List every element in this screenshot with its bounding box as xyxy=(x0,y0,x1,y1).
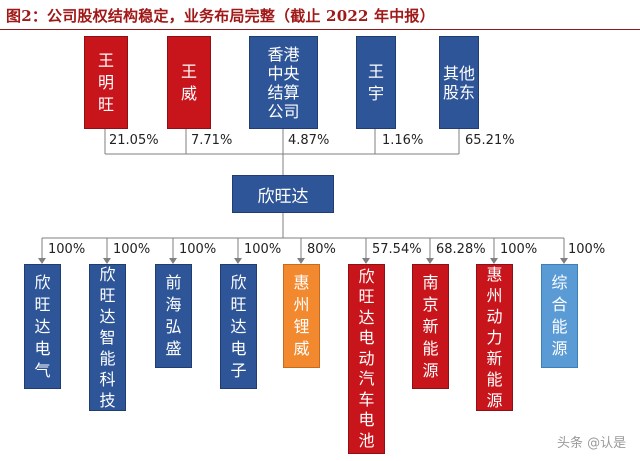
shareholder-name: 王威 xyxy=(181,61,198,103)
subsidiary-percent: 100% xyxy=(48,242,86,257)
subsidiary-percent: 68.28% xyxy=(436,242,486,257)
shareholder-wang-yu: 王宇 xyxy=(356,36,396,129)
subsidiary-qianhai-hongsheng: 前海弘盛 xyxy=(155,264,192,368)
subsidiary-sunwoda-electronics: 欣旺达电子 xyxy=(220,264,257,389)
subsidiary-name: 欣旺达电子 xyxy=(230,272,247,380)
shareholder-percent: 21.05% xyxy=(109,133,159,148)
subsidiary-nanjing-new-energy: 南京新能源 xyxy=(412,264,449,389)
subsidiary-huizhou-power-new-energy: 惠州动力新能源 xyxy=(476,264,513,411)
shareholder-hkscc: 香港中央结算公司 xyxy=(249,36,318,129)
subsidiary-name: 前海弘盛 xyxy=(165,273,182,358)
subsidiary-percent: 100% xyxy=(500,242,538,257)
subsidiary-percent: 100% xyxy=(244,242,282,257)
shareholder-name: 香港中央结算公司 xyxy=(267,44,300,121)
subsidiary-name: 综合能源 xyxy=(551,273,568,358)
subsidiary-sunwoda-electric: 欣旺达电气 xyxy=(24,264,61,389)
subsidiary-name: 欣旺达电气 xyxy=(34,272,51,380)
company-name: 欣旺达 xyxy=(257,186,309,207)
shareholder-name: 王明旺 xyxy=(98,50,115,114)
shareholder-name: 王宇 xyxy=(368,61,385,103)
subsidiary-name: 惠州锂威 xyxy=(293,273,310,358)
subsidiary-sunwoda-intelligent-tech: 欣旺达智能科技 xyxy=(89,264,126,411)
shareholder-wang-mingwang: 王明旺 xyxy=(84,36,128,129)
subsidiary-percent: 100% xyxy=(179,242,217,257)
shareholder-percent: 4.87% xyxy=(288,133,330,148)
subsidiary-name: 惠州动力新能源 xyxy=(486,265,503,410)
figure-title: 图2：公司股权结构稳定，业务布局完整（截止 2022 年中报） xyxy=(6,7,435,25)
subsidiary-name: 南京新能源 xyxy=(422,272,439,380)
watermark: 头条 @认是 xyxy=(557,436,627,451)
shareholder-wang-wei: 王威 xyxy=(167,36,211,129)
subsidiary-integrated-energy: 综合能源 xyxy=(541,264,578,368)
subsidiary-sunwoda-ev-battery: 欣旺达电动汽车电池 xyxy=(348,264,385,454)
subsidiary-huizhou-liwei: 惠州锂威 xyxy=(283,264,320,368)
subsidiary-percent: 100% xyxy=(113,242,151,257)
figure-title-bar: 图2：公司股权结构稳定，业务布局完整（截止 2022 年中报） xyxy=(0,0,640,30)
shareholder-percent: 1.16% xyxy=(382,133,424,148)
subsidiary-name: 欣旺达智能科技 xyxy=(99,265,116,410)
shareholder-percent: 7.71% xyxy=(191,133,233,148)
subsidiary-percent: 80% xyxy=(307,242,336,257)
shareholder-percent: 65.21% xyxy=(465,133,515,148)
company-sunwoda: 欣旺达 xyxy=(232,175,334,213)
shareholder-others: 其他股东 xyxy=(439,36,479,129)
subsidiary-percent: 57.54% xyxy=(372,242,422,257)
shareholder-name: 其他股东 xyxy=(443,63,476,102)
subsidiary-percent: 100% xyxy=(568,242,606,257)
subsidiary-name: 欣旺达电动汽车电池 xyxy=(358,266,375,450)
